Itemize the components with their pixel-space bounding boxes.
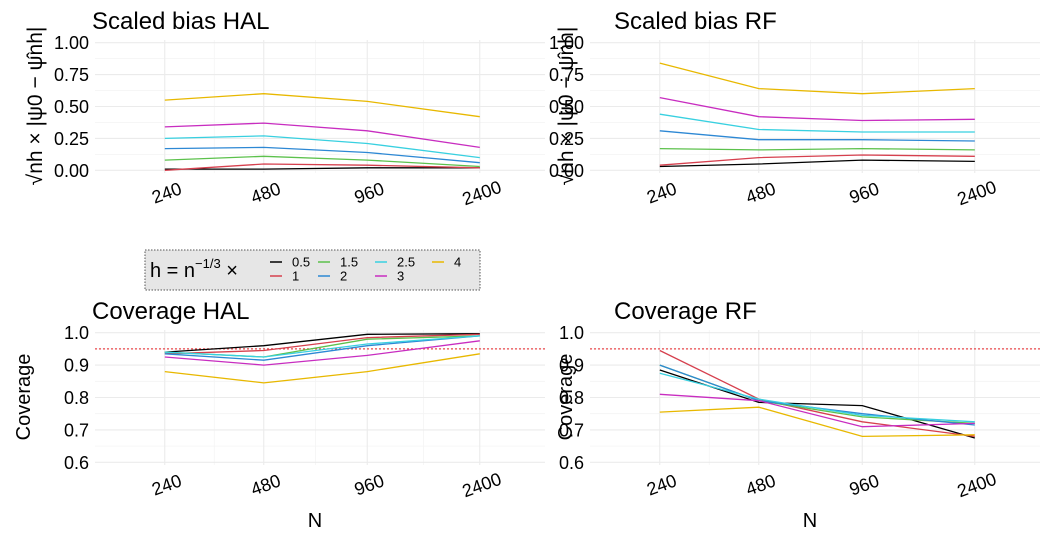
y-tick-label: 0.75 xyxy=(54,65,89,85)
series-line-0-5 xyxy=(659,369,975,439)
legend-box xyxy=(144,249,481,291)
legend: h = n−1/3 × 0.51 1.52 2.53 4 xyxy=(144,249,481,291)
x-tick-label: 960 xyxy=(847,470,882,499)
series-line-0-5 xyxy=(164,167,480,170)
series-line-3 xyxy=(659,96,975,122)
x-axis-label: N xyxy=(803,510,817,531)
legend-label-3: 3 xyxy=(397,269,404,284)
legend-title: h = n−1/3 × xyxy=(150,256,238,282)
series-line-2 xyxy=(164,335,480,361)
y-tick-label: 0.6 xyxy=(64,453,89,473)
series-line-2-5 xyxy=(659,372,975,423)
panel-2: 0.00 0.25 0.50 0.75 1.00 240 480 960 2400 Scaled … xyxy=(549,8,1040,209)
legend-label-0-5: 0.5 xyxy=(292,255,310,270)
panel-4: 0.6 0.7 0.8 0.9 1.0 240 480 960 2400 Coverage RF C… xyxy=(555,298,1040,532)
legend-label-1: 1 xyxy=(292,269,299,284)
y-tick-label: 0.50 xyxy=(549,97,584,117)
y-axis-label: Coverage xyxy=(13,354,35,441)
y-tick-label: 0.00 xyxy=(54,161,89,181)
y-tick-label: 0.9 xyxy=(559,356,584,376)
series-line-1-5 xyxy=(659,147,975,151)
panel-title: Scaled bias RF xyxy=(614,8,777,35)
series-line-1-5 xyxy=(164,155,480,168)
series-line-2 xyxy=(164,146,480,164)
x-tick-label: 2400 xyxy=(460,177,504,209)
x-tick-label: 480 xyxy=(743,470,778,499)
series-line-4 xyxy=(659,406,975,438)
y-tick-label: 0.00 xyxy=(549,161,584,181)
x-axis-label: N xyxy=(308,510,322,531)
series-line-4 xyxy=(659,62,975,95)
y-tick-label: 0.7 xyxy=(64,420,89,440)
series-line-2-5 xyxy=(164,135,480,159)
panel-title: Coverage RF xyxy=(614,298,757,325)
panel-1: 0.00 0.25 0.50 0.75 1.00 240 480 960 2400 Scaled … xyxy=(24,8,545,209)
y-tick-label: 1.00 xyxy=(54,33,89,53)
y-tick-label: 1.00 xyxy=(549,33,584,53)
series-line-0-5 xyxy=(164,333,480,353)
series-line-1 xyxy=(659,154,975,166)
legend-label-2-5: 2.5 xyxy=(397,255,415,270)
y-axis-label: Coverage xyxy=(555,354,577,441)
series-line-0-5 xyxy=(659,159,975,168)
series-line-4 xyxy=(164,93,480,118)
series-line-4 xyxy=(164,353,480,384)
x-tick-label: 240 xyxy=(149,178,184,207)
panel-3: 0.6 0.7 0.8 0.9 1.0 240 480 960 2400 Coverage HAL… xyxy=(13,298,545,532)
series-line-1 xyxy=(164,333,480,355)
y-tick-label: 0.50 xyxy=(54,97,89,117)
y-tick-label: 0.9 xyxy=(64,356,89,376)
y-axis-label: √nh × |ψ0 − ψ̂nh| xyxy=(24,27,47,186)
series-line-3 xyxy=(164,340,480,366)
x-tick-label: 960 xyxy=(352,470,387,499)
y-tick-label: 0.7 xyxy=(559,420,584,440)
y-tick-label: 0.25 xyxy=(549,129,584,149)
y-tick-label: 0.25 xyxy=(54,129,89,149)
y-tick-label: 0.6 xyxy=(559,453,584,473)
x-tick-label: 960 xyxy=(847,178,882,207)
series-line-2 xyxy=(659,130,975,142)
series-line-2-5 xyxy=(659,113,975,133)
series-line-2-5 xyxy=(164,335,480,358)
x-tick-label: 480 xyxy=(248,470,283,499)
y-tick-label: 1.0 xyxy=(64,323,89,343)
legend-label-1-5: 1.5 xyxy=(340,255,358,270)
series-line-1 xyxy=(164,163,480,171)
y-tick-label: 1.0 xyxy=(559,323,584,343)
series-line-1 xyxy=(659,349,975,438)
x-tick-label: 2400 xyxy=(955,177,999,209)
series-line-3 xyxy=(659,393,975,428)
panel-title: Coverage HAL xyxy=(92,298,249,325)
x-tick-label: 480 xyxy=(248,178,283,207)
x-tick-label: 240 xyxy=(644,470,679,499)
y-tick-label: 0.75 xyxy=(549,65,584,85)
x-tick-label: 960 xyxy=(352,178,387,207)
y-axis-label: √nh × |ψ0 − ψ̂nh| xyxy=(555,27,578,186)
legend-label-2: 2 xyxy=(340,269,347,284)
y-tick-label: 0.8 xyxy=(559,388,584,408)
x-tick-label: 2400 xyxy=(460,469,504,501)
panel-title: Scaled bias HAL xyxy=(92,8,269,35)
x-tick-label: 240 xyxy=(644,178,679,207)
y-tick-label: 0.8 xyxy=(64,388,89,408)
x-tick-label: 2400 xyxy=(955,469,999,501)
x-tick-label: 480 xyxy=(743,178,778,207)
series-line-3 xyxy=(164,122,480,149)
x-tick-label: 240 xyxy=(149,470,184,499)
legend-label-4: 4 xyxy=(454,255,461,270)
